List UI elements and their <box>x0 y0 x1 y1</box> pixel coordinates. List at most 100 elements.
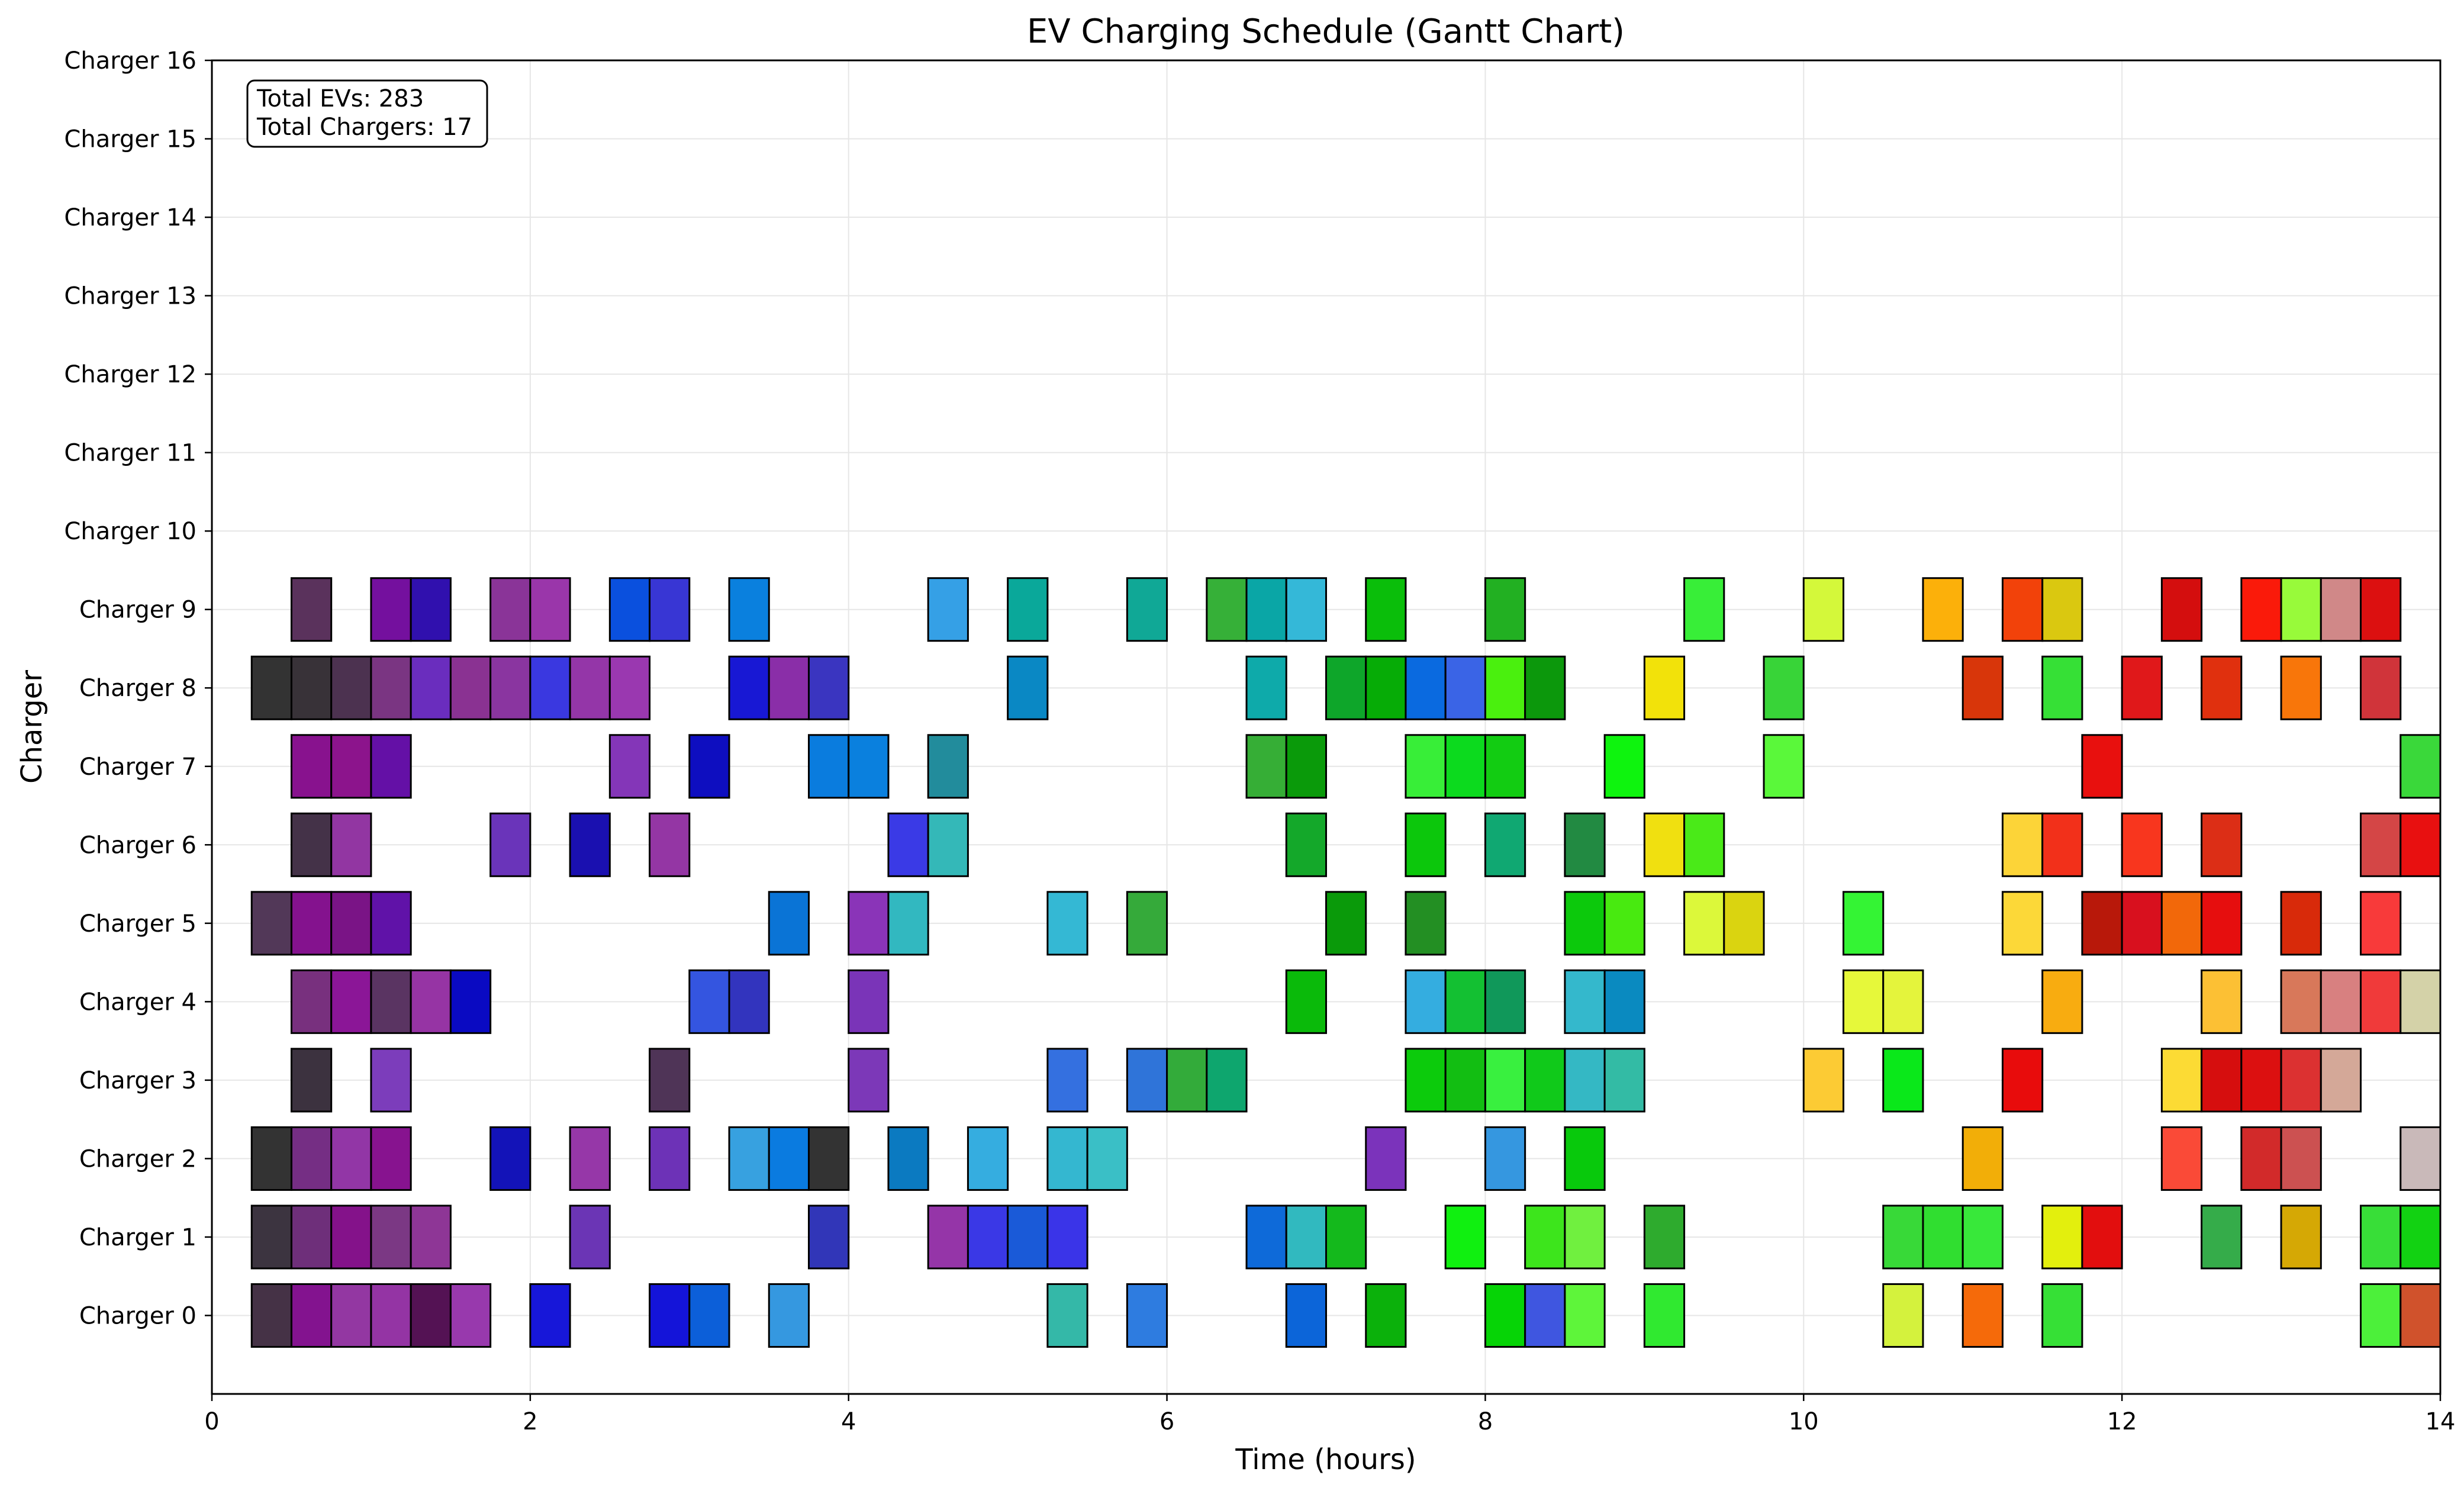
charging-bar <box>330 734 372 799</box>
y-tick-label: Charger 7 <box>79 753 197 781</box>
x-tick-label: 10 <box>1789 1408 1819 1435</box>
charging-bar <box>967 1205 1009 1270</box>
charging-bar <box>1285 1205 1327 1270</box>
charging-bar <box>1126 1048 1168 1113</box>
x-tick-label: 0 <box>204 1408 219 1435</box>
charging-bar <box>2399 812 2442 877</box>
charging-bar <box>1245 734 1287 799</box>
charging-bar <box>2280 655 2322 720</box>
charging-bar <box>2360 1205 2402 1270</box>
total-chargers-text: Total Chargers: 17 <box>256 114 472 141</box>
charging-bar <box>2240 1126 2282 1191</box>
charging-bar <box>529 1283 571 1348</box>
charging-bar <box>1484 577 1526 642</box>
charging-bar <box>290 577 333 642</box>
charging-bar <box>290 812 333 877</box>
charging-bar <box>1285 969 1327 1034</box>
charging-bar <box>1046 1126 1088 1191</box>
charging-bar <box>1484 734 1526 799</box>
charging-bar <box>887 891 929 956</box>
charging-bar <box>927 577 969 642</box>
charging-bar <box>807 1205 850 1270</box>
charging-bar <box>489 812 532 877</box>
y-tick-label: Charger 10 <box>64 518 197 545</box>
charging-bar <box>290 655 333 720</box>
charging-bar <box>2360 812 2402 877</box>
x-tick-label: 8 <box>1478 1408 1493 1435</box>
charging-bar <box>2001 891 2044 956</box>
charging-bar <box>1524 1205 1566 1270</box>
charging-bar <box>370 1048 412 1113</box>
charging-bar <box>2399 1126 2442 1191</box>
y-tick-label: Charger 13 <box>64 283 197 310</box>
charging-bar <box>688 969 730 1034</box>
charging-bar <box>1564 1048 1606 1113</box>
charging-bar <box>2201 891 2243 956</box>
charging-bar <box>330 812 372 877</box>
charging-bar <box>1882 1205 1924 1270</box>
y-tick-label: Charger 16 <box>64 47 197 75</box>
charging-bar <box>1961 655 2004 720</box>
charging-bar <box>1564 812 1606 877</box>
charging-bar <box>1603 891 1645 956</box>
charging-bar <box>848 734 890 799</box>
x-axis-label: Time (hours) <box>1235 1443 1416 1476</box>
charging-bar <box>2360 577 2402 642</box>
charging-bar <box>2201 969 2243 1034</box>
charging-bar <box>2160 1048 2203 1113</box>
charging-bar <box>728 969 770 1034</box>
charging-bar <box>330 891 372 956</box>
charging-bar <box>608 734 651 799</box>
charging-bar <box>807 1126 850 1191</box>
charging-bar <box>1564 1205 1606 1270</box>
charging-bar <box>1365 1126 1407 1191</box>
charging-bar <box>1126 891 1168 956</box>
charging-bar <box>1405 969 1447 1034</box>
charging-bar <box>1763 655 1805 720</box>
charging-bar <box>967 1126 1009 1191</box>
charging-bar <box>370 891 412 956</box>
charging-bar <box>2041 1205 2083 1270</box>
charging-bar <box>330 969 372 1034</box>
charging-bar <box>2360 1283 2402 1348</box>
charging-bar <box>927 812 969 877</box>
charging-bar <box>728 577 770 642</box>
charging-bar <box>649 812 691 877</box>
charging-bar <box>887 1126 929 1191</box>
charging-bar <box>2121 655 2163 720</box>
charging-bar <box>1046 891 1088 956</box>
charging-bar <box>290 969 333 1034</box>
charging-bar <box>1046 1048 1088 1113</box>
charging-bar <box>410 655 452 720</box>
charging-bar <box>1922 1205 1964 1270</box>
charging-bar <box>1365 1283 1407 1348</box>
charging-bar <box>1285 812 1327 877</box>
y-tick-label: Charger 6 <box>79 832 197 859</box>
charging-bar <box>2041 812 2083 877</box>
charging-bar <box>489 577 532 642</box>
charging-bar <box>768 1283 810 1348</box>
charging-bar <box>1444 734 1486 799</box>
charging-bar <box>1961 1126 2004 1191</box>
total-evs-text: Total EVs: 283 <box>256 85 424 112</box>
charging-bar <box>728 1126 770 1191</box>
charging-bar <box>927 1205 969 1270</box>
charging-bar <box>1484 1283 1526 1348</box>
charging-bar <box>250 891 292 956</box>
charging-bar <box>1683 812 1725 877</box>
charging-bar <box>2201 1205 2243 1270</box>
charging-bar <box>768 891 810 956</box>
charging-bar <box>2320 969 2362 1034</box>
charging-bar <box>290 1283 333 1348</box>
charging-bar <box>569 1126 611 1191</box>
charging-bar <box>1245 1205 1287 1270</box>
y-tick-label: Charger 1 <box>79 1224 197 1251</box>
charging-bar <box>410 1205 452 1270</box>
charging-bar <box>1285 1283 1327 1348</box>
charging-bar <box>1564 1126 1606 1191</box>
charging-bar <box>2280 969 2322 1034</box>
charging-bar <box>1046 1283 1088 1348</box>
plot-frame <box>211 59 2442 1395</box>
